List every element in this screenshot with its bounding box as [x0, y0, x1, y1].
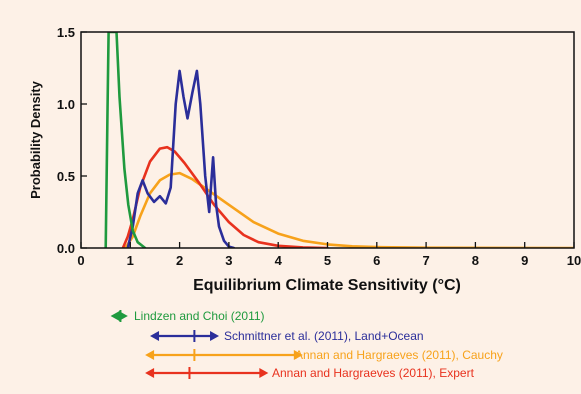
series-line-schmittner-et-al-2011-land-ocean — [126, 69, 236, 248]
x-tick-label: 10 — [567, 253, 581, 268]
legend-range-arrow-right — [259, 368, 269, 378]
legend-range-arrow-left — [110, 311, 120, 321]
legend-range-arrow-left — [145, 350, 155, 360]
legend: Lindzen and Choi (2011) Schmittner et al.… — [110, 309, 503, 380]
legend-label: Schmittner et al. (2011), Land+Ocean — [224, 329, 424, 343]
x-axis-title: Equilibrium Climate Sensitivity (°C) — [193, 277, 461, 294]
legend-range-arrow-right — [293, 350, 303, 360]
x-tick-label: 9 — [521, 253, 528, 268]
legend-range-arrow-left — [145, 368, 155, 378]
legend-label: Lindzen and Choi (2011) — [134, 309, 265, 323]
x-tick-label: 1 — [127, 253, 134, 268]
y-tick-label: 1.5 — [57, 25, 75, 40]
x-tick-label: 8 — [472, 253, 479, 268]
x-tick-label: 6 — [373, 253, 380, 268]
axes: 0 1 2 3 4 5 6 7 8 9 10 0.0 0.5 1.0 1.5 — [57, 25, 581, 268]
x-tick-label: 3 — [225, 253, 232, 268]
x-tick-label: 4 — [275, 253, 283, 268]
series-line-lindzen-and-choi-2011 — [104, 32, 147, 248]
y-tick-label: 1.0 — [57, 97, 75, 112]
x-tick-label: 0 — [77, 253, 84, 268]
y-tick-label: 0.0 — [57, 241, 75, 256]
y-tick-label: 0.5 — [57, 169, 75, 184]
plot-area — [104, 32, 574, 248]
legend-range-arrow-left — [150, 331, 160, 341]
legend-range-arrow-right — [210, 331, 220, 341]
legend-label: Annan and Hargraeves (2011), Cauchy — [295, 348, 503, 362]
x-tick-label: 5 — [324, 253, 331, 268]
x-tick-label: 7 — [422, 253, 429, 268]
legend-label: Annan and Hargraeves (2011), Expert — [272, 366, 475, 380]
x-tick-label: 2 — [176, 253, 183, 268]
y-axis-title: Probability Density — [28, 80, 43, 199]
